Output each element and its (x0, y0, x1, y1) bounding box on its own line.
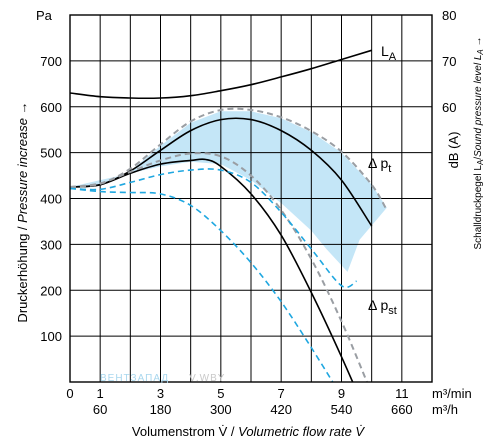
y-tick-label: 600 (40, 100, 62, 115)
x-axis-title: Volumenstrom V̇ / Volumetric flow rate V… (132, 424, 365, 439)
plot-frame (69, 14, 433, 383)
y-tick-label: 500 (40, 146, 62, 161)
curve-label-dpt: Δ pt (368, 155, 391, 175)
x-tick-label-bottom: 300 (210, 402, 232, 417)
x-tick-label-bottom: 660 (391, 402, 413, 417)
x-tick-label-top: 9 (338, 386, 345, 401)
y-axis-title: Druckerhöhung / Pressure increase → (15, 101, 30, 322)
x-tick-label-top: 0 (66, 386, 73, 401)
x-unit-bottom: m³/h (432, 402, 458, 417)
x-tick-label-top: 7 (278, 386, 285, 401)
series-line-4 (70, 152, 369, 382)
y-tick-label: 100 (40, 329, 62, 344)
x-tick-label-bottom: 540 (331, 402, 353, 417)
x-unit-top: m³/min (432, 386, 472, 401)
y2-axis-title: dB (A) (446, 132, 461, 169)
grid (70, 15, 432, 382)
x-tick-label-top: 11 (395, 386, 409, 401)
y-unit-label: Pa (36, 8, 53, 23)
series-line-5 (70, 168, 357, 289)
x-tick-label-bottom: 420 (270, 402, 292, 417)
y-tick-labels: 100 200 300 400 500 600 700 (40, 54, 62, 344)
curve-label-la: LA (381, 43, 397, 63)
y-tick-label: 400 (40, 192, 62, 207)
y2-tick-label: 80 (442, 8, 456, 23)
series-line-6 (70, 187, 334, 382)
x-tick-label-bottom: 60 (93, 402, 107, 417)
series-line-0 (70, 49, 372, 100)
x-tick-label-bottom: 180 (150, 402, 172, 417)
y-tick-label: 300 (40, 237, 62, 252)
y-tick-label: 200 (40, 283, 62, 298)
x-tick-label-top: 3 (157, 386, 164, 401)
watermark: ВЕНТЗАПАД V.WBY (100, 373, 225, 384)
y-tick-label: 700 (40, 54, 62, 69)
y2-tick-label: 60 (442, 100, 456, 115)
x-tick-labels-top: 0 1 3 5 7 9 11 (66, 386, 408, 401)
x-tick-label-top: 5 (217, 386, 224, 401)
x-tick-labels-bottom: 60 180 300 420 540 660 (93, 402, 413, 417)
y2-axis-title-small: Schalldruckpegel LA/Sound pressure level… (473, 36, 485, 249)
y2-tick-labels: 60 70 80 (442, 8, 456, 115)
series-line-2 (70, 158, 354, 382)
series-line-3 (70, 107, 388, 211)
y2-tick-label: 70 (442, 54, 456, 69)
operating-range-band (70, 111, 387, 272)
x-tick-label-top: 1 (97, 386, 104, 401)
curves (70, 49, 388, 382)
curve-label-dpst: Δ pst (368, 297, 397, 317)
band-area (70, 111, 387, 272)
